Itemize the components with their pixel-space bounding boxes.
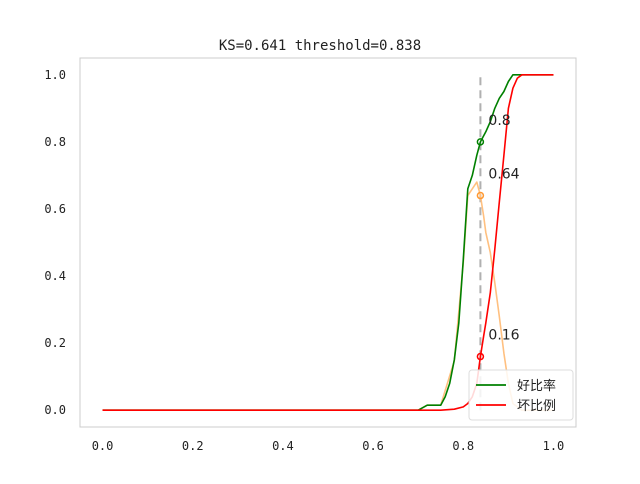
- x-tick-label: 0.8: [452, 439, 474, 453]
- x-tick-label: 0.0: [92, 439, 114, 453]
- x-tick-label: 0.6: [362, 439, 384, 453]
- x-tick-label: 1.0: [543, 439, 565, 453]
- y-tick-label: 0.4: [44, 269, 66, 283]
- y-axis: 0.0 0.2 0.4 0.6 0.8 1.0: [44, 68, 66, 417]
- marker-label: 0.64: [488, 167, 519, 183]
- x-axis: 0.0 0.2 0.4 0.6 0.8 1.0: [92, 439, 565, 453]
- legend-label-bad: 坏比例: [517, 399, 556, 414]
- y-tick-label: 0.8: [44, 135, 66, 149]
- x-tick-label: 0.4: [272, 439, 294, 453]
- legend-box: [468, 369, 574, 421]
- marker-label: 0.8: [488, 113, 510, 129]
- marker-point: [476, 191, 485, 200]
- y-tick-label: 1.0: [44, 68, 66, 82]
- y-tick-label: 0.2: [44, 336, 66, 350]
- marker-point: [476, 138, 485, 146]
- chart-title: KS=0.641 threshold=0.838: [219, 38, 421, 54]
- x-tick-label: 0.2: [182, 439, 204, 453]
- y-tick-label: 0.6: [44, 202, 66, 216]
- marker-point: [476, 352, 485, 361]
- series-layer: [102, 74, 554, 412]
- legend: 好比率 坏比例: [468, 369, 574, 421]
- bad-rate-line: [102, 74, 554, 412]
- marker-label: 0.16: [488, 328, 519, 344]
- legend-label-good: 好比率: [517, 378, 556, 394]
- good-rate-line: [102, 74, 554, 412]
- marker-layer: 0.8 0.64 0.16: [476, 113, 520, 361]
- y-tick-label: 0.0: [44, 403, 66, 417]
- plot-area-frame: [79, 57, 577, 428]
